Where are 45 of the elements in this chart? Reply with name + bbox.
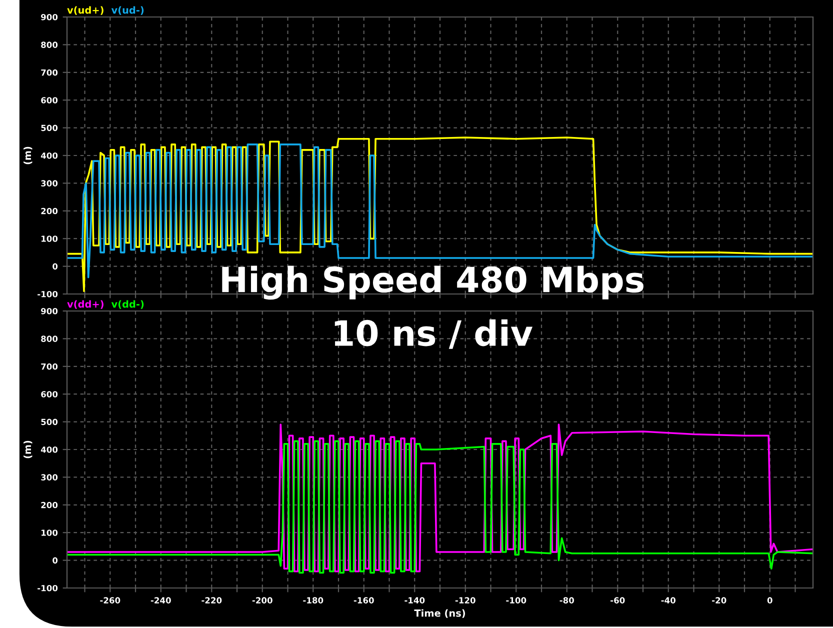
y-tick-label: 300 [41,180,58,186]
y-tick-label: 600 [41,391,58,398]
y-tick-label: 900 [41,14,58,20]
y-axis-title: (m) [24,146,32,164]
text: v(dd-) [111,300,144,309]
y-tick-label: 100 [42,530,58,536]
y-tick-label: 100 [42,236,58,242]
y-tick-label: 500 [41,418,58,426]
annotation: High Speed 480 Mbps [222,266,644,300]
y-tick-label: 400 [40,152,58,159]
y-tick-label: 800 [41,336,58,342]
y-tick-label: 200 [41,502,58,508]
x-tick-label: -120 [455,597,476,604]
y-tick-label: 700 [41,363,58,370]
y-tick-label: 500 [41,124,58,132]
y-tick-label: 0 [52,263,58,270]
x-tick-label: -80 [560,597,574,604]
x-tick-label: -260 [100,597,120,604]
x-tick-label: -160 [354,597,374,604]
y-axis-title: (m) [24,440,32,458]
y-tick-label: 600 [41,97,58,104]
x-tick-label: -20 [712,597,726,604]
y-tick-label: 400 [40,446,58,453]
x-tick-label: -200 [252,597,272,604]
annotation: 10 ns / div [334,319,533,349]
x-tick-label: -40 [661,597,676,604]
y-tick-label: 800 [41,42,58,48]
y-tick-label: -100 [38,584,58,592]
x-tick-label: 0 [767,597,772,604]
text: v(ud+) [67,6,104,15]
y-tick-label: -100 [38,290,58,298]
y-tick-label: 700 [41,69,58,76]
x-tick-label: -60 [610,597,625,604]
x-tick-label: -240 [150,597,171,604]
x-tick-label: -100 [506,597,526,604]
text: v(dd+) [67,300,104,309]
x-tick-label: -180 [303,597,324,604]
y-tick-label: 300 [41,474,58,480]
text: v(ud-) [111,6,144,15]
x-tick-label: -220 [202,597,222,604]
y-tick-label: 0 [52,557,58,564]
y-tick-label: 900 [41,308,58,314]
x-tick-label: -140 [404,597,425,604]
x-axis-title: Time (ns) [414,609,465,618]
y-tick-label: 200 [41,208,58,214]
